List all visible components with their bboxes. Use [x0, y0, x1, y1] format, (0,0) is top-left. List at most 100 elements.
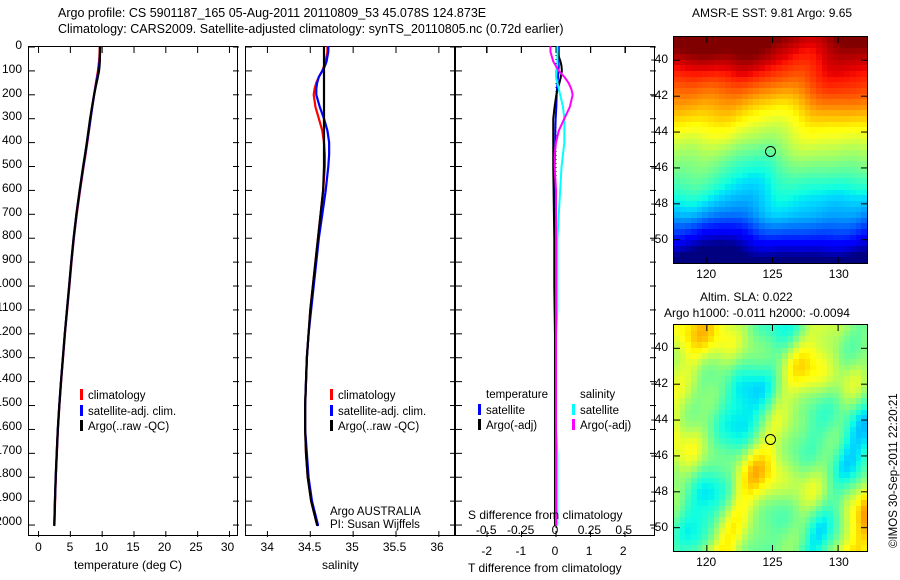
map-pixel: [719, 494, 727, 502]
map-pixel: [804, 251, 812, 259]
map-pixel: [827, 398, 834, 406]
map-pixel: [691, 178, 698, 185]
map-pixel: [679, 392, 687, 400]
map-pixel: [776, 229, 783, 236]
map-pixel: [685, 116, 693, 123]
map-pixel: [787, 206, 795, 214]
map-pixel: [781, 48, 789, 55]
map-pixel: [804, 364, 812, 372]
map-pixel: [815, 240, 823, 248]
map-sst[interactable]: [673, 36, 868, 264]
map-pixel: [810, 471, 817, 479]
map-pixel: [776, 415, 783, 423]
map-pixel: [838, 48, 846, 55]
map-pixel: [691, 212, 698, 219]
map-pixel: [696, 477, 704, 485]
map-pixel: [747, 183, 755, 191]
map-pixel: [674, 443, 681, 451]
map-pixel: [691, 404, 698, 411]
map-pixel: [855, 392, 863, 400]
map-pixel: [742, 477, 749, 485]
map-pixel: [764, 505, 772, 513]
map-pixel: [736, 375, 744, 383]
map-pixel: [849, 82, 857, 89]
map-pixel: [685, 375, 693, 383]
tick-label: 1200: [0, 323, 22, 338]
map-pixel: [730, 133, 738, 140]
map-pixel: [832, 240, 840, 248]
map-pixel: [719, 104, 727, 112]
map-pixel: [804, 381, 812, 389]
map-pixel: [719, 217, 727, 225]
map-pixel: [759, 48, 766, 55]
map-pixel: [708, 477, 715, 485]
map-pixel: [821, 76, 829, 84]
map-pixel: [725, 522, 732, 530]
map-sla[interactable]: [673, 324, 868, 552]
map-pixel: [815, 358, 823, 366]
map-pixel: [770, 341, 778, 349]
map-pixel: [702, 336, 710, 343]
map-pixel: [747, 144, 755, 151]
map-pixel: [849, 409, 857, 417]
map-pixel: [742, 471, 749, 479]
tick-label: -50: [650, 520, 668, 535]
map-pixel: [691, 398, 698, 406]
map-pixel: [736, 381, 744, 389]
map-pixel: [781, 172, 789, 180]
map-pixel: [708, 246, 715, 253]
map-pixel: [702, 387, 710, 394]
map-pixel: [719, 99, 727, 106]
map-pixel: [674, 189, 681, 197]
map-pixel: [781, 341, 789, 349]
map-pixel: [679, 161, 687, 168]
map-pixel: [793, 409, 800, 417]
map-pixel: [793, 76, 800, 84]
map-pixel: [730, 223, 738, 231]
map-pixel: [742, 37, 749, 44]
map-pixel: [844, 330, 851, 338]
map-pixel: [838, 353, 846, 360]
map-pixel: [781, 443, 789, 451]
map-pixel: [759, 409, 766, 417]
map-pixel: [832, 545, 840, 551]
profile-location-marker: [765, 145, 777, 157]
map-pixel: [844, 110, 851, 118]
map-pixel: [844, 229, 851, 236]
map-pixel: [855, 460, 863, 468]
map-pixel: [747, 483, 755, 490]
map-pixel: [725, 65, 732, 72]
map-pixel: [781, 87, 789, 95]
map-pixel: [844, 415, 851, 423]
map-pixel: [776, 387, 783, 394]
map-pixel: [759, 358, 766, 366]
map-pixel: [770, 53, 778, 61]
map-pixel: [674, 206, 681, 214]
map-pixel: [787, 466, 795, 473]
map-pixel: [776, 443, 783, 451]
map-pixel: [713, 251, 721, 259]
map-pixel: [844, 404, 851, 411]
map-pixel: [747, 110, 755, 118]
map-pixel: [770, 370, 778, 377]
map-pixel: [747, 353, 755, 360]
map-pixel: [696, 353, 704, 360]
map-pixel: [815, 409, 823, 417]
map-pixel: [821, 155, 829, 163]
map-pixel: [787, 421, 795, 428]
map-pixel: [753, 172, 761, 180]
map-pixel: [827, 432, 834, 439]
map-pixel: [747, 155, 755, 163]
map-pixel: [742, 99, 749, 106]
map-pixel: [696, 183, 704, 191]
map-pixel: [708, 522, 715, 530]
map-pixel: [725, 116, 732, 123]
map-pixel: [713, 364, 721, 372]
map-pixel: [770, 206, 778, 214]
map-pixel: [713, 195, 721, 202]
map-pixel: [787, 488, 795, 496]
map-pixel: [702, 404, 710, 411]
map-pixel: [708, 392, 715, 400]
map-pixel: [725, 471, 732, 479]
map-pixel: [691, 82, 698, 89]
